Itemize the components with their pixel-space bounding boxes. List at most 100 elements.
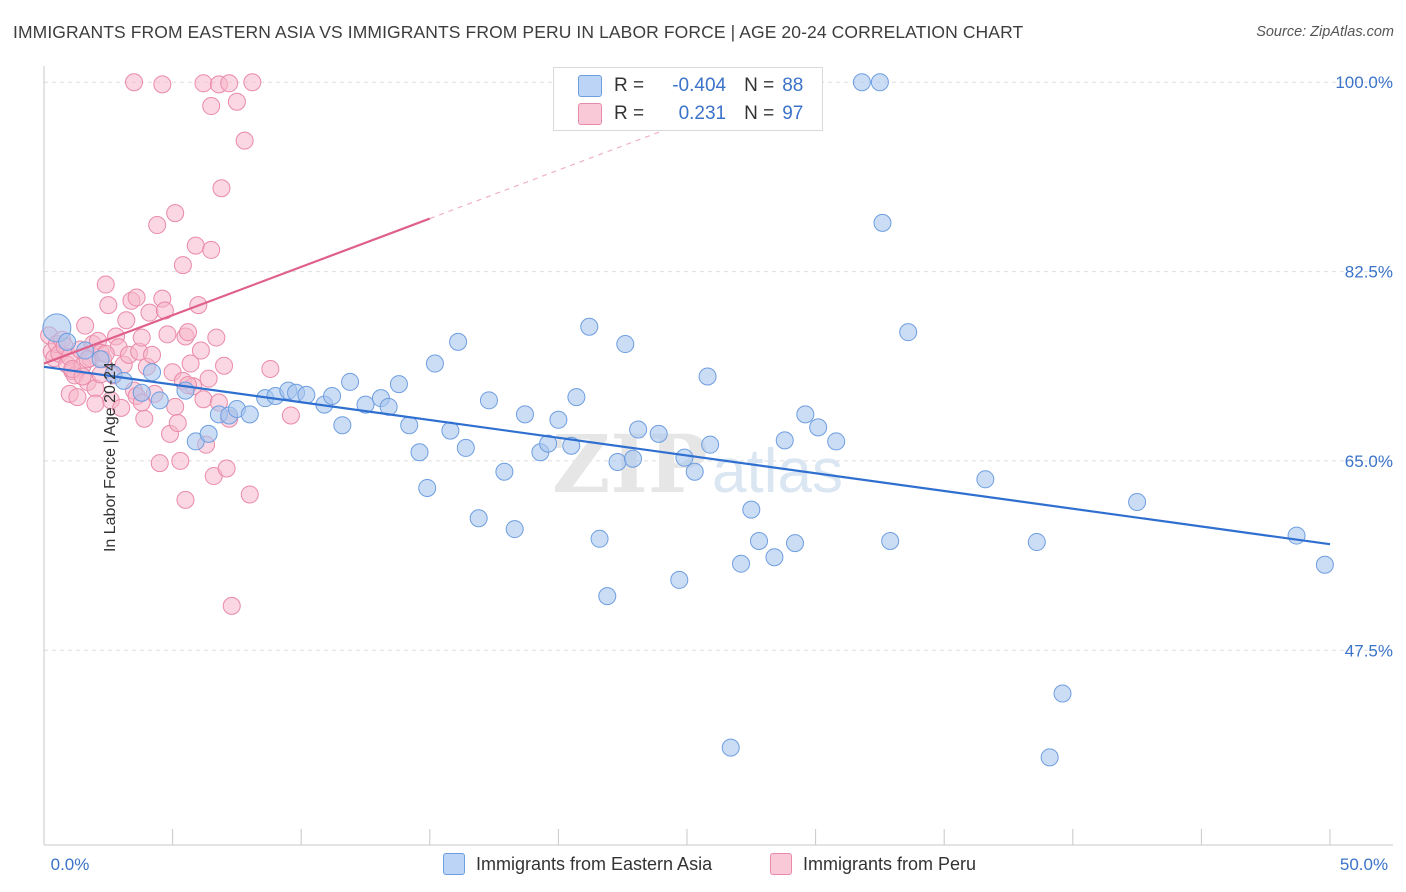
eastern-asia-point xyxy=(333,416,352,435)
eastern-asia-point xyxy=(598,587,617,606)
eastern-asia-point xyxy=(1315,555,1334,574)
y-tick-label: 82.5% xyxy=(1345,263,1393,282)
eastern-asia-point xyxy=(469,509,488,528)
gridlines xyxy=(44,81,1393,651)
eastern-asia-point xyxy=(685,462,704,481)
x-tick-label: 50.0% xyxy=(1340,855,1388,874)
eastern-asia-point xyxy=(505,520,524,539)
legend-r-value: 0.231 xyxy=(678,103,727,124)
eastern-asia-trend-line xyxy=(43,365,1331,546)
eastern-asia-point xyxy=(199,424,218,443)
eastern-asia-point xyxy=(562,436,581,455)
eastern-asia-point xyxy=(425,354,444,373)
eastern-asia-point xyxy=(323,386,342,405)
peru-trend-line xyxy=(43,217,431,365)
peru-trend-extension xyxy=(429,124,677,220)
axes xyxy=(43,66,1393,846)
legend-n-key: N = xyxy=(744,103,775,124)
eastern-asia-point xyxy=(143,363,162,382)
eastern-asia-point xyxy=(881,531,900,550)
peru-points xyxy=(40,73,300,615)
y-tick-label: 47.5% xyxy=(1345,641,1393,660)
peru-point xyxy=(240,485,259,504)
eastern-asia-point xyxy=(670,570,689,589)
bottom-legend-swatch-blue xyxy=(443,853,465,875)
peru-point xyxy=(143,345,162,364)
eastern-asia-point xyxy=(873,213,892,232)
legend-r-key: R = xyxy=(614,103,645,124)
eastern-asia-point xyxy=(698,367,717,386)
eastern-asia-point xyxy=(410,443,429,462)
bottom-legend-eastern-asia: Immigrants from Eastern Asia xyxy=(443,851,712,877)
peru-point xyxy=(212,179,231,198)
eastern-asia-point xyxy=(608,452,627,471)
bottom-legend-label: Immigrants from Eastern Asia xyxy=(476,853,713,874)
peru-point xyxy=(166,397,185,416)
eastern-asia-point xyxy=(400,416,419,435)
eastern-asia-point xyxy=(479,391,498,410)
peru-point xyxy=(125,73,144,92)
eastern-asia-point xyxy=(742,500,761,519)
peru-point xyxy=(153,75,172,94)
eastern-asia-point xyxy=(341,372,360,391)
peru-point xyxy=(202,240,221,259)
peru-point xyxy=(235,131,254,150)
eastern-asia-point xyxy=(356,395,375,414)
bottom-legend-peru: Immigrants from Peru xyxy=(770,851,976,877)
peru-point xyxy=(186,236,205,255)
peru-point xyxy=(243,73,262,92)
eastern-asia-point xyxy=(701,435,720,454)
peru-point xyxy=(76,316,95,335)
eastern-asia-point xyxy=(675,448,694,467)
peru-point xyxy=(132,328,151,347)
y-tick-label: 65.0% xyxy=(1345,452,1393,471)
eastern-asia-point xyxy=(775,431,794,450)
peru-point xyxy=(158,325,177,344)
peru-point xyxy=(179,323,198,342)
peru-point xyxy=(112,398,131,417)
legend-r-key: R = xyxy=(614,75,645,96)
watermark-atlas: atlas xyxy=(712,437,843,506)
y-tick-label: 100.0% xyxy=(1335,73,1393,92)
eastern-asia-point xyxy=(150,391,169,410)
peru-point xyxy=(127,288,146,307)
peru-point xyxy=(199,369,218,388)
bottom-legend-swatch-pink xyxy=(770,853,792,875)
peru-point xyxy=(168,414,187,433)
legend-swatch-blue xyxy=(578,75,602,97)
bottom-legend-label: Immigrants from Peru xyxy=(803,853,977,874)
legend-n-value: 88 xyxy=(782,75,804,96)
eastern-asia-point xyxy=(976,470,995,489)
peru-point xyxy=(181,354,200,373)
eastern-asia-point xyxy=(809,418,828,437)
peru-point xyxy=(220,74,239,93)
x-tick-labels: 0.0% 50.0% xyxy=(51,855,1388,874)
peru-point xyxy=(173,256,192,275)
peru-point xyxy=(117,311,136,330)
peru-point xyxy=(191,341,210,360)
peru-point xyxy=(148,216,167,235)
eastern-asia-point xyxy=(58,332,77,351)
eastern-asia-point xyxy=(1040,748,1059,767)
legend-swatch-pink xyxy=(578,103,602,125)
eastern-asia-point xyxy=(240,405,259,424)
eastern-asia-point xyxy=(418,478,437,497)
legend-n-key: N = xyxy=(744,75,775,96)
eastern-asia-point xyxy=(616,335,635,354)
legend-row-peru: R = 0.231 N = 97 xyxy=(554,100,803,128)
peru-point xyxy=(227,92,246,111)
eastern-asia-point xyxy=(629,420,648,439)
eastern-asia-point xyxy=(721,738,740,757)
trend-lines xyxy=(43,124,1331,546)
eastern-asia-point xyxy=(899,323,918,342)
eastern-asia-point xyxy=(539,434,558,453)
eastern-asia-point xyxy=(852,73,871,92)
legend-row-eastern-asia: R = -0.404 N = 88 xyxy=(554,72,803,100)
peru-point xyxy=(222,596,241,615)
eastern-asia-point xyxy=(456,438,475,457)
eastern-asia-point xyxy=(623,449,642,468)
eastern-asia-point xyxy=(870,73,889,92)
eastern-asia-point xyxy=(590,529,609,548)
eastern-asia-point xyxy=(580,317,599,336)
